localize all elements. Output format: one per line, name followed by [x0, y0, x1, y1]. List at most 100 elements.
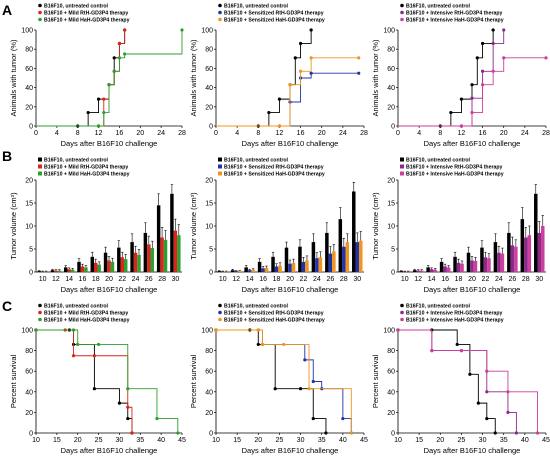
x-tick-label: 12 — [276, 130, 284, 137]
bar — [217, 271, 221, 272]
legend-label: B16F10 + Intensive RtH-GD3P4 therapy — [406, 311, 503, 317]
bar — [311, 242, 316, 272]
bar — [359, 240, 363, 272]
bar — [80, 266, 85, 272]
data-point — [76, 342, 80, 347]
legend-label: B16F10 + Intensive RtH-GD3P4 therapy — [406, 11, 503, 17]
data-point — [324, 431, 328, 435]
x-tick-label: 30 — [353, 276, 361, 283]
data-point — [298, 69, 303, 73]
data-point — [102, 110, 106, 115]
x-tick-label: 4 — [55, 130, 59, 137]
data-point — [341, 416, 345, 421]
data-point — [514, 431, 518, 435]
x-tick-label: 28 — [542, 130, 550, 137]
x-tick-label: 12 — [95, 130, 103, 137]
x-tick-label: 30 — [479, 437, 487, 444]
chart-tumor-volume-sensitized: 0 5 10 15 20 Tumor volume (cm³) Days after B16… — [189, 157, 364, 294]
legend-label: B16F10 + Sensitized HaH-GD3P4 therapy — [224, 172, 325, 178]
legend-label: B16F10 + Sensitized RtH-GD3P4 therapy — [224, 311, 324, 317]
y-axis-label: Animals with tumor (%) — [189, 39, 198, 117]
bar — [483, 257, 488, 272]
y-tick-label: 20 — [387, 178, 395, 185]
data-point — [485, 390, 489, 394]
y-tick-label: 0 — [209, 270, 213, 277]
x-tick-label: 12 — [414, 276, 422, 283]
legend-swatch — [38, 164, 42, 169]
legend-label: B16F10, untreated control — [406, 304, 471, 310]
bar — [117, 247, 121, 272]
x-axis-label: Days after B16F10 challenge — [424, 446, 521, 455]
panel-letter-c: C — [2, 298, 13, 314]
bar — [120, 257, 124, 272]
y-tick-label: 10 — [25, 224, 33, 231]
y-tick-label: 60 — [387, 369, 395, 376]
data-point — [96, 97, 101, 101]
data-point — [506, 410, 510, 414]
bar — [278, 265, 282, 272]
y-tick-label: 20 — [387, 104, 395, 111]
legend-label: B16F10 + Mild HaH-GD3P4 therapy — [44, 172, 130, 178]
data-point — [298, 41, 303, 46]
x-tick-label: 45 — [360, 437, 368, 444]
x-tick-label: 40 — [339, 437, 347, 444]
bar — [328, 253, 333, 272]
x-axis-label: Days after B16F10 challenge — [242, 139, 339, 148]
data-point — [502, 56, 506, 60]
data-point — [349, 431, 353, 435]
legend-label: B16F10 + Mild HaH-GD3P4 therapy — [44, 18, 130, 24]
bar — [325, 232, 329, 272]
data-point — [470, 83, 474, 87]
y-tick-label: 60 — [205, 369, 213, 376]
data-point — [155, 416, 159, 421]
data-point — [357, 71, 361, 75]
y-tick-label: 80 — [387, 47, 395, 54]
x-tick-label: 15 — [233, 437, 241, 444]
x-axis-label: Days after B16F10 challenge — [424, 285, 521, 294]
x-tick-label: 20 — [318, 130, 326, 137]
legend-label: B16F10 + Mild RtH-GD3P4 therapy — [44, 165, 128, 171]
data-point — [96, 124, 101, 128]
data-point — [307, 387, 311, 391]
legend-marker — [400, 3, 404, 8]
bar — [470, 260, 474, 272]
bar — [419, 270, 424, 272]
data-point — [311, 379, 315, 384]
x-tick-label: 20 — [468, 276, 476, 283]
legend-label: B16F10, untreated control — [44, 4, 109, 10]
data-point — [309, 28, 313, 32]
data-point — [112, 56, 116, 60]
y-tick-label: 0 — [29, 270, 33, 277]
series-line-1 — [36, 30, 126, 127]
series-line-0 — [36, 30, 126, 127]
x-tick-label: 4 — [235, 130, 239, 137]
y-tick-label: 15 — [387, 201, 395, 208]
data-point — [293, 56, 297, 60]
data-point — [502, 28, 506, 32]
legend-marker — [400, 10, 404, 15]
legend-marker — [38, 17, 42, 22]
y-axis-label: Percent survival — [371, 354, 380, 408]
bar — [261, 268, 265, 272]
bar — [487, 258, 491, 272]
series-line-2 — [398, 329, 538, 433]
bar — [130, 242, 134, 272]
y-tick-label: 100 — [383, 328, 395, 335]
x-axis-label: Days after B16F10 challenge — [242, 285, 339, 294]
data-point — [475, 56, 479, 60]
x-tick-label: 20 — [105, 276, 113, 283]
bar — [103, 252, 108, 272]
bar — [466, 252, 471, 272]
legend-swatch — [400, 157, 404, 162]
legend-marker — [218, 317, 222, 322]
bar — [443, 266, 447, 272]
data-point — [459, 124, 464, 128]
y-axis-label: Tumor volume (cm³) — [371, 192, 380, 260]
bar — [537, 232, 542, 272]
y-tick-label: 20 — [205, 410, 213, 417]
data-point — [288, 83, 292, 87]
x-tick-label: 28 — [158, 276, 166, 283]
bar — [94, 262, 98, 272]
y-axis-label: Tumor volume (cm³) — [9, 192, 18, 260]
bar — [456, 262, 461, 272]
